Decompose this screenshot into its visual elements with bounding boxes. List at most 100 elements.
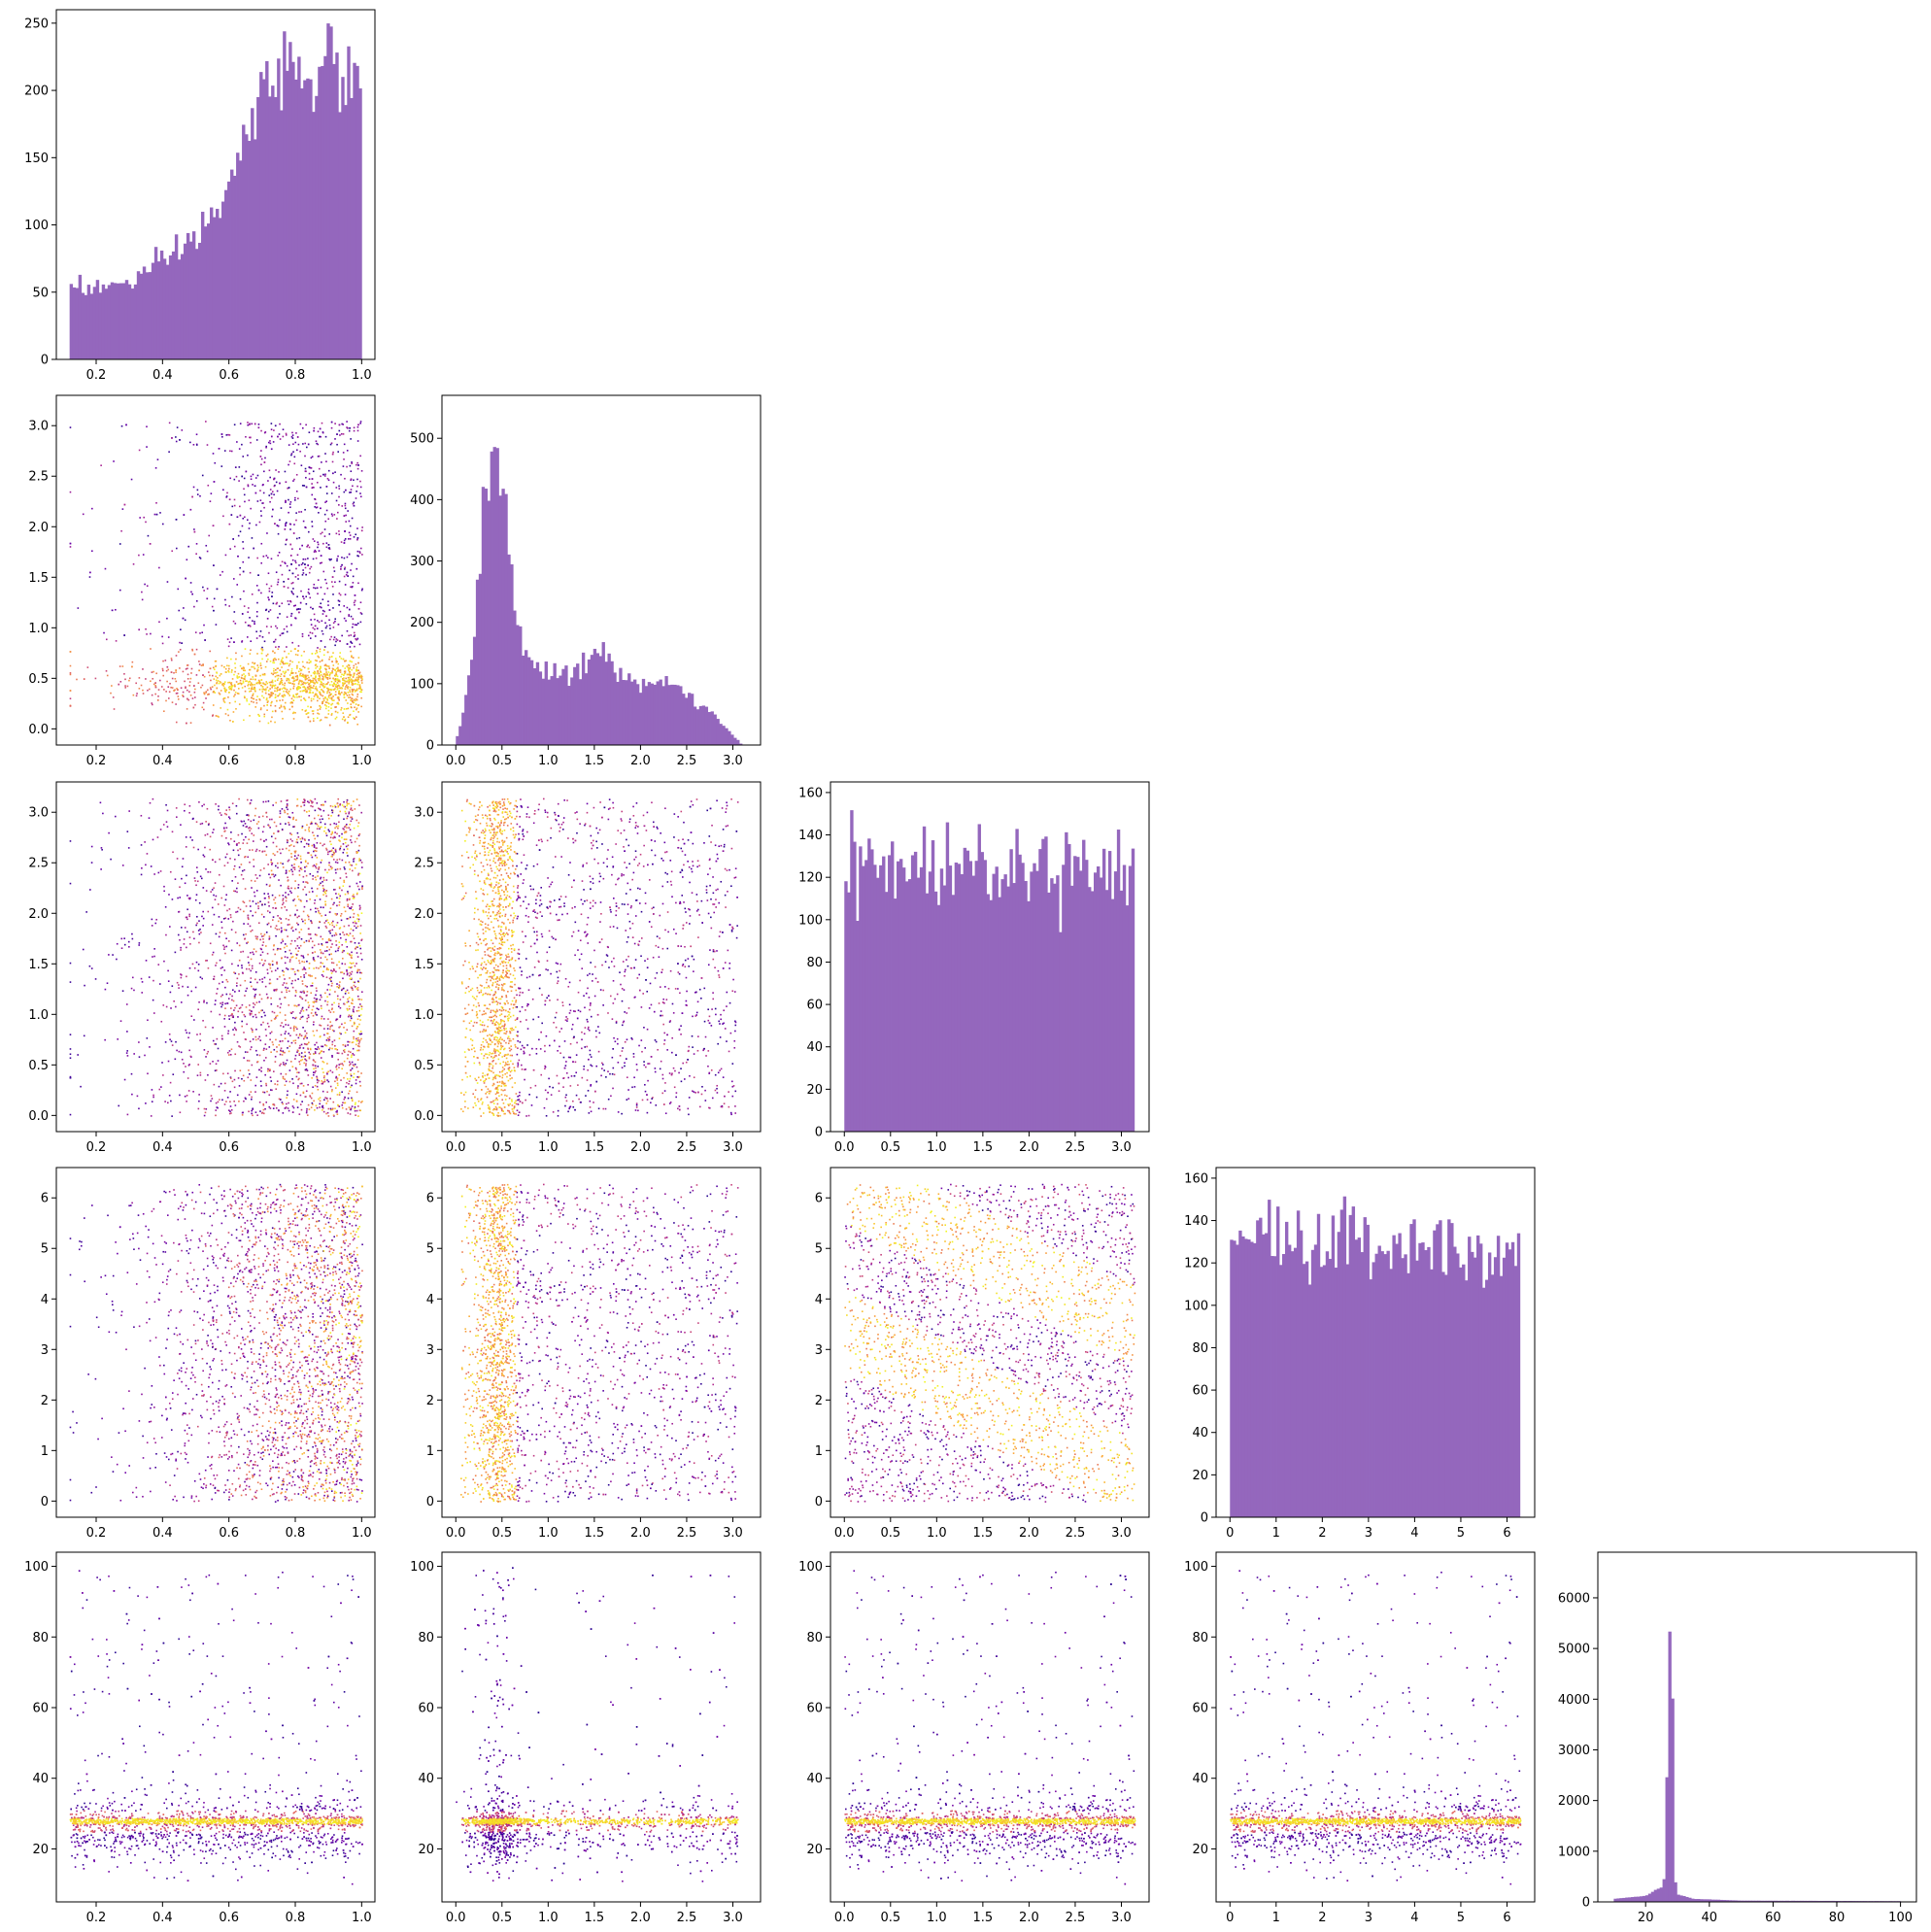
y-tick-label: 2.0 [28, 521, 49, 535]
hist-bar [1648, 1894, 1651, 1902]
scatter-point [276, 1046, 278, 1048]
scatter-point [253, 474, 254, 476]
scatter-point [327, 600, 329, 602]
scatter-point [354, 680, 356, 682]
scatter-point [95, 978, 97, 980]
scatter-point [354, 536, 356, 538]
scatter-point [286, 1073, 288, 1075]
scatter-point [322, 877, 324, 879]
scatter-point [280, 1007, 282, 1009]
scatter-point [331, 1048, 333, 1050]
scatter-point [288, 968, 289, 970]
scatter-point [361, 554, 363, 556]
scatter-point [291, 668, 293, 670]
scatter-point [295, 568, 297, 570]
scatter-point [314, 1044, 316, 1046]
scatter-point [270, 721, 272, 723]
scatter-point [318, 910, 320, 912]
scatter-point [186, 698, 188, 700]
scatter-point [270, 489, 272, 491]
scatter-point [314, 628, 316, 630]
scatter-point [303, 876, 305, 878]
scatter-point [256, 702, 258, 704]
scatter-point [342, 958, 344, 960]
scatter-point [332, 607, 334, 609]
scatter-point [348, 827, 350, 829]
scatter-point [216, 624, 218, 626]
y-tick-label: 100 [798, 913, 823, 928]
scatter-point [310, 706, 312, 708]
scatter-point [342, 860, 344, 862]
scatter-point [277, 679, 279, 681]
scatter-point [223, 700, 225, 702]
scatter-point [122, 665, 124, 667]
scatter-point [286, 657, 288, 659]
scatter-point [325, 436, 327, 438]
scatter-point [193, 487, 195, 489]
scatter-point [234, 662, 236, 664]
scatter-point [191, 496, 193, 498]
scatter-point [276, 990, 278, 992]
scatter-point [310, 631, 312, 633]
scatter-point [207, 808, 209, 810]
scatter-point [254, 808, 256, 810]
scatter-point [301, 827, 303, 829]
scatter-point [225, 979, 227, 981]
scatter-point [313, 470, 315, 472]
scatter-point [202, 475, 204, 477]
scatter-point [152, 1097, 154, 1099]
scatter-point [295, 679, 297, 681]
scatter-point [237, 693, 239, 695]
scatter-point [262, 485, 264, 487]
scatter-point [356, 666, 358, 668]
scatter-point [216, 688, 218, 690]
scatter-point [252, 676, 254, 678]
scatter-point [332, 461, 334, 463]
scatter-point [351, 470, 353, 472]
scatter-point [250, 572, 252, 574]
scatter-point [320, 842, 322, 844]
scatter-point [268, 896, 270, 898]
scatter-point [313, 1060, 315, 1062]
scatter-point [193, 606, 195, 608]
scatter-point [194, 531, 196, 533]
scatter-point [290, 563, 292, 565]
scatter-point [232, 721, 234, 723]
scatter-point [294, 1042, 296, 1044]
scatter-point [142, 690, 144, 692]
scatter-point [270, 685, 272, 687]
scatter-point [214, 678, 216, 680]
scatter-point [356, 946, 357, 948]
hist-bar [934, 892, 937, 1132]
scatter-point [239, 866, 241, 868]
scatter-point [236, 1004, 238, 1006]
scatter-point [262, 938, 264, 940]
scatter-point [303, 521, 305, 523]
scatter-point [254, 623, 255, 625]
scatter-point [254, 687, 256, 689]
scatter-point [315, 694, 317, 695]
scatter-point [91, 550, 93, 552]
scatter-point [250, 802, 252, 804]
scatter-point [119, 665, 121, 667]
scatter-point [281, 666, 283, 668]
hist-bar [131, 288, 134, 359]
scatter-point [176, 441, 178, 443]
scatter-point [187, 546, 189, 548]
scatter-point [228, 1018, 230, 1020]
scatter-point [279, 552, 281, 554]
scatter-point [356, 699, 358, 701]
scatter-point [250, 931, 252, 932]
scatter-point [201, 916, 203, 918]
scatter-point [306, 1018, 308, 1020]
scatter-point [315, 1062, 317, 1064]
hist-bar [1003, 874, 1006, 1132]
scatter-point [345, 811, 347, 813]
scatter-point [327, 702, 329, 704]
scatter-point [301, 1056, 303, 1058]
scatter-point [234, 1087, 236, 1089]
hist-bar [955, 863, 958, 1132]
scatter-point [138, 1041, 140, 1043]
scatter-point [353, 1038, 355, 1040]
scatter-point [223, 683, 225, 685]
